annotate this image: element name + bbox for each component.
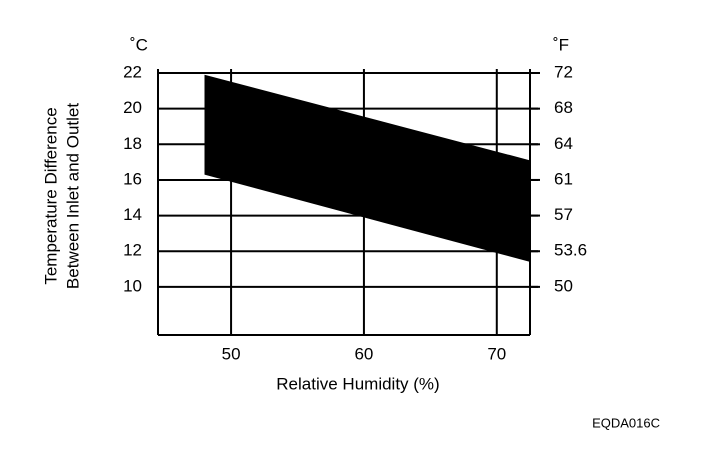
y-tick-label: 20 — [123, 98, 142, 117]
y2-tick-label: 68 — [554, 98, 573, 117]
y-tick-label: 18 — [123, 134, 142, 153]
y-tick-label: 14 — [123, 205, 142, 224]
y-tick-label: 22 — [123, 62, 142, 81]
y-unit: ˚C — [130, 35, 148, 54]
y-axis-label: Temperature Difference — [41, 107, 60, 284]
y2-tick-label: 72 — [554, 62, 573, 81]
y2-tick-label: 61 — [554, 169, 573, 188]
y2-tick-label: 64 — [554, 134, 573, 153]
y2-tick-label: 50 — [554, 276, 573, 295]
x-axis-label: Relative Humidity (%) — [276, 374, 439, 393]
y2-tick-label: 53.6 — [554, 241, 587, 260]
x-tick-label: 50 — [222, 344, 241, 363]
x-tick-label: 60 — [354, 344, 373, 363]
y-tick-label: 12 — [123, 241, 142, 260]
band-area — [204, 74, 530, 262]
y2-tick-label: 57 — [554, 205, 573, 224]
figure-code: EQDA016C — [592, 415, 660, 430]
y-axis-label: Between Inlet and Outlet — [63, 103, 82, 289]
y2-unit: ˚F — [553, 35, 569, 54]
y-tick-label: 10 — [123, 276, 142, 295]
y-tick-label: 16 — [123, 169, 142, 188]
x-tick-label: 70 — [487, 344, 506, 363]
